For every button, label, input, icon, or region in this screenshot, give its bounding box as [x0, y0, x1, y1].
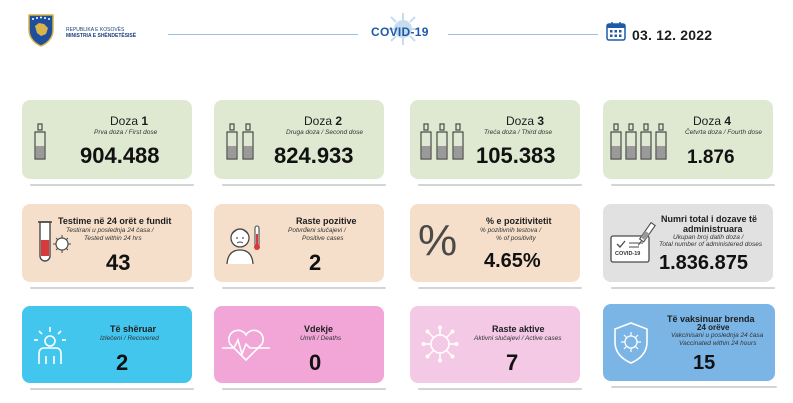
positive-cases-value: 2	[309, 250, 322, 275]
dose-1-label: Doza 1	[110, 114, 149, 128]
positivity-card: % % e pozitivitetit % pozitivnih testova…	[410, 204, 582, 289]
deaths-title: Vdekje	[304, 324, 334, 334]
recovered-title: Të shëruar	[110, 324, 157, 334]
report-date: 03. 12. 2022	[632, 27, 713, 43]
deaths-card: Vdekje Umrli / Deaths 0	[214, 306, 386, 390]
dose-4-subtitle: Četvrta doza / Fourth dose	[685, 129, 762, 136]
dose-4-value: 1.876	[687, 147, 735, 168]
shield-virus-icon	[614, 322, 648, 364]
heart-pulse-icon	[222, 329, 270, 362]
vaccinated-24h-title-1: Të vaksinuar brenda	[667, 314, 755, 324]
coat-of-arms-icon	[28, 14, 54, 47]
vaccine-vials-icon	[226, 123, 254, 160]
dose-2-value: 824.933	[274, 143, 354, 168]
vaccinated-24h-subtitle-1: Vakcinisani u poslednja 24 časa	[671, 332, 764, 339]
vaccinated-24h-title-2: 24 orëve	[697, 323, 730, 332]
dose-3-subtitle: Treća doza / Third dose	[484, 129, 553, 136]
vaccination-card-icon	[610, 222, 656, 263]
positive-cases-subtitle-2: Positive cases	[302, 235, 344, 242]
dose-1-value: 904.488	[80, 143, 160, 168]
positivity-value: 4.65%	[484, 250, 541, 272]
total-doses-title-1: Numri total i dozave të	[661, 214, 758, 224]
deaths-value: 0	[309, 350, 322, 375]
tests-card: Testime në 24 orët e fundit Testirani u …	[22, 204, 194, 289]
active-cases-title: Raste aktive	[492, 324, 545, 334]
tests-value: 43	[106, 250, 131, 275]
percent-icon: %	[418, 216, 458, 265]
tests-title: Testime në 24 orët e fundit	[58, 216, 172, 226]
dose-2-card: Doza 2 Druga doza / Second dose 824.933	[214, 100, 386, 186]
dose-2-label: Doza 2	[304, 114, 343, 128]
positivity-subtitle-2: % of positivity	[496, 235, 536, 242]
vaccine-vials-icon	[610, 123, 667, 160]
positive-cases-subtitle-1: Potvrđeni slučajevi /	[288, 227, 346, 234]
vaccine-vials-icon	[420, 123, 464, 160]
calendar-icon	[606, 22, 626, 41]
dose-2-subtitle: Druga doza / Second dose	[286, 129, 363, 136]
dose-1-card: Doza 1 Prva doza / First dose 904.488	[22, 100, 194, 186]
vaccinated-24h-card: Të vaksinuar brenda 24 orëve Vakcinisani…	[603, 304, 777, 388]
vaccination-card-label: COVID-19	[615, 251, 641, 257]
org-line-2: MINISTRIA E SHËNDETËSISË	[66, 33, 137, 39]
total-doses-value: 1.836.875	[659, 252, 748, 274]
dose-4-card: Doza 4 Četvrta doza / Fourth dose 1.876	[603, 100, 775, 186]
tests-subtitle-2: Tested within 24 hrs	[84, 235, 142, 242]
total-doses-title-2: administruara	[683, 224, 743, 234]
active-cases-value: 7	[506, 350, 519, 375]
positivity-subtitle-1: % pozitivnih testova /	[480, 227, 542, 234]
deaths-subtitle: Umrli / Deaths	[300, 335, 342, 342]
dose-3-card: Doza 3 Treća doza / Third dose 105.383	[410, 100, 582, 186]
virus-icon	[421, 325, 459, 363]
dose-3-value: 105.383	[476, 143, 556, 168]
recovered-subtitle: Izlečeni / Recovered	[100, 335, 159, 342]
total-doses-subtitle-1: Ukupan broj datih doza /	[673, 234, 744, 241]
total-doses-subtitle-2: Total number of administered doses	[659, 241, 763, 248]
recovered-person-icon	[34, 327, 66, 364]
page-title: COVID-19	[371, 25, 429, 39]
vaccinated-24h-value: 15	[693, 352, 716, 374]
vaccine-vial-icon	[34, 123, 46, 160]
header-divider-right	[448, 34, 598, 35]
org-name: REPUBLIKA E KOSOVËS MINISTRIA E SHËNDETË…	[66, 27, 136, 39]
positivity-title: % e pozitivitetit	[486, 216, 552, 226]
header-divider-left	[168, 34, 358, 35]
virus-icon	[387, 13, 419, 45]
dose-1-subtitle: Prva doza / First dose	[94, 129, 158, 136]
total-doses-card: COVID-19 Numri total i dozave të adminis…	[603, 204, 775, 289]
dose-3-label: Doza 3	[506, 114, 545, 128]
org-line-1: REPUBLIKA E KOSOVËS	[66, 27, 125, 33]
positive-cases-card: Raste pozitive Potvrđeni slučajevi / Pos…	[214, 204, 386, 289]
active-cases-subtitle: Aktivni slučajevi / Active cases	[474, 335, 562, 342]
active-cases-card: Raste aktive Aktivni slučajevi / Active …	[410, 306, 582, 390]
tests-subtitle-1: Testirani u poslednja 24 časa /	[66, 227, 154, 234]
dose-4-label: Doza 4	[693, 114, 732, 128]
sick-person-icon	[226, 225, 260, 265]
recovered-card: Të shëruar Izlečeni / Recovered 2	[22, 306, 194, 390]
recovered-value: 2	[116, 350, 129, 375]
test-tube-virus-icon	[38, 221, 71, 262]
positive-cases-title: Raste pozitive	[296, 216, 357, 226]
vaccinated-24h-subtitle-2: Vaccinated within 24 hours	[679, 340, 757, 347]
